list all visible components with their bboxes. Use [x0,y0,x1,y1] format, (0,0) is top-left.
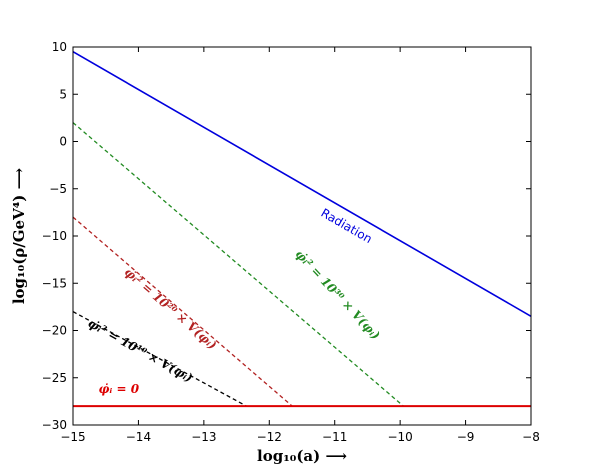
x-tick-label: −14 [126,430,151,444]
x-tick-label: −11 [322,430,347,444]
y-axis-ticks: −30 −25 −20 −15 −10 −5 0 5 10 [42,40,531,432]
x-tick-label: −12 [257,430,282,444]
y-tick-label: 0 [59,135,67,149]
series-layer [72,51,532,408]
y-tick-label: −25 [42,371,67,385]
y-axis-title: log₁₀(ρ/GeV⁴) ⟶ [10,168,28,304]
x-tick-label: −13 [191,430,216,444]
x-axis-ticks: −15 −14 −13 −12 −11 −10 −9 −8 [60,47,540,444]
series-line-0 [72,51,532,317]
y-tick-label: −30 [42,418,67,432]
x-tick-label: −8 [522,430,540,444]
plot-background [73,47,531,425]
y-tick-label: −20 [42,324,67,338]
y-tick-label: −5 [49,182,67,196]
x-axis-title: log₁₀(a) ⟶ [257,447,347,465]
y-tick-label: −15 [42,276,67,290]
y-tick-label: 5 [59,87,67,101]
y-tick-label: −10 [42,229,67,243]
y-tick-label: 10 [52,40,67,54]
x-tick-label: −10 [387,430,412,444]
annotation-label-4: φ̇ᵢ = 0 [99,382,140,396]
x-tick-label: −9 [457,430,475,444]
x-tick-label: −15 [60,430,85,444]
